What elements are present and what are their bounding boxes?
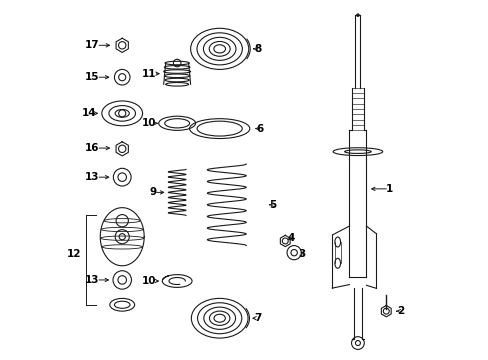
Text: 10: 10 bbox=[142, 276, 156, 286]
Text: 15: 15 bbox=[84, 72, 99, 82]
Text: 3: 3 bbox=[298, 249, 305, 260]
Text: 11: 11 bbox=[142, 69, 156, 79]
Text: 17: 17 bbox=[84, 40, 99, 50]
Text: 6: 6 bbox=[256, 123, 263, 134]
Text: 16: 16 bbox=[84, 143, 99, 153]
Text: 4: 4 bbox=[287, 234, 294, 243]
Text: 10: 10 bbox=[142, 118, 156, 128]
Text: 2: 2 bbox=[396, 306, 404, 316]
Text: 12: 12 bbox=[67, 249, 81, 260]
Text: 13: 13 bbox=[84, 275, 99, 285]
Text: 5: 5 bbox=[269, 200, 276, 210]
Text: 14: 14 bbox=[81, 108, 96, 118]
Text: 9: 9 bbox=[149, 188, 156, 197]
Text: 7: 7 bbox=[254, 313, 261, 323]
Circle shape bbox=[356, 14, 359, 17]
Text: 13: 13 bbox=[84, 172, 99, 182]
Text: 8: 8 bbox=[254, 44, 261, 54]
Text: 1: 1 bbox=[386, 184, 393, 194]
